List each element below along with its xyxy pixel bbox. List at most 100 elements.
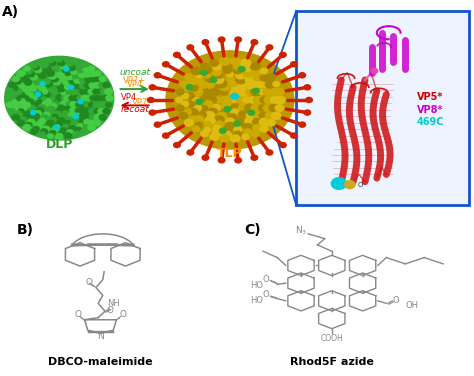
Circle shape	[45, 92, 51, 97]
Circle shape	[70, 122, 78, 127]
Circle shape	[94, 109, 101, 114]
Circle shape	[47, 71, 55, 76]
Circle shape	[49, 73, 56, 79]
Circle shape	[238, 67, 245, 71]
Circle shape	[345, 180, 355, 189]
Text: N: N	[97, 332, 104, 341]
Text: VP7+: VP7+	[123, 76, 146, 85]
Circle shape	[89, 71, 96, 77]
Circle shape	[27, 83, 34, 88]
Circle shape	[33, 65, 39, 70]
Circle shape	[41, 102, 48, 107]
Circle shape	[22, 115, 28, 120]
Circle shape	[231, 97, 240, 103]
Circle shape	[253, 75, 260, 80]
Circle shape	[199, 112, 206, 118]
Circle shape	[39, 60, 45, 64]
Circle shape	[28, 119, 35, 124]
Circle shape	[199, 88, 209, 96]
Circle shape	[26, 123, 32, 127]
Circle shape	[74, 127, 82, 133]
Circle shape	[204, 127, 211, 132]
Circle shape	[58, 86, 65, 92]
Circle shape	[47, 58, 54, 63]
Circle shape	[44, 99, 51, 105]
Circle shape	[64, 85, 71, 89]
Circle shape	[67, 62, 73, 66]
Circle shape	[71, 69, 77, 74]
Circle shape	[291, 133, 297, 138]
Circle shape	[22, 77, 29, 82]
Circle shape	[231, 109, 239, 116]
Text: VP4: VP4	[121, 93, 137, 102]
Circle shape	[195, 78, 203, 84]
Circle shape	[196, 99, 202, 104]
Circle shape	[14, 96, 21, 101]
Circle shape	[176, 105, 184, 111]
Circle shape	[275, 105, 284, 111]
Circle shape	[83, 125, 89, 129]
Text: $\rm N_3$: $\rm N_3$	[295, 225, 307, 237]
Circle shape	[47, 95, 55, 101]
Circle shape	[36, 70, 45, 76]
Circle shape	[24, 66, 30, 71]
Text: VP4: VP4	[127, 80, 143, 89]
Circle shape	[15, 102, 22, 108]
Text: OH: OH	[405, 302, 418, 310]
Circle shape	[184, 85, 191, 91]
Circle shape	[46, 109, 52, 115]
Circle shape	[9, 82, 16, 88]
Circle shape	[222, 100, 232, 108]
Circle shape	[192, 126, 200, 132]
Circle shape	[213, 89, 220, 95]
Circle shape	[236, 72, 245, 79]
Circle shape	[88, 125, 95, 130]
Circle shape	[70, 102, 77, 108]
Circle shape	[173, 52, 180, 58]
Text: DBCO-maleimide: DBCO-maleimide	[48, 356, 153, 367]
Circle shape	[33, 126, 39, 131]
Circle shape	[66, 102, 72, 106]
Circle shape	[228, 114, 237, 120]
Text: C): C)	[244, 223, 261, 237]
Circle shape	[219, 37, 225, 42]
Circle shape	[53, 98, 61, 104]
Circle shape	[54, 125, 60, 129]
Circle shape	[260, 68, 267, 74]
Circle shape	[251, 155, 258, 160]
Circle shape	[254, 112, 261, 118]
Circle shape	[217, 80, 227, 88]
Circle shape	[267, 120, 275, 126]
Circle shape	[306, 97, 312, 103]
Circle shape	[47, 106, 55, 112]
Circle shape	[54, 67, 60, 71]
Circle shape	[252, 81, 262, 88]
Circle shape	[215, 121, 224, 128]
Circle shape	[19, 117, 27, 123]
Circle shape	[70, 89, 77, 94]
Circle shape	[81, 96, 88, 101]
Circle shape	[99, 83, 105, 88]
Circle shape	[93, 96, 100, 101]
Circle shape	[36, 92, 42, 97]
Circle shape	[58, 73, 65, 79]
Circle shape	[70, 84, 76, 88]
Circle shape	[84, 82, 92, 88]
Text: O: O	[392, 296, 399, 305]
Circle shape	[31, 129, 37, 134]
Circle shape	[154, 122, 161, 127]
Circle shape	[23, 96, 29, 100]
Circle shape	[62, 111, 69, 116]
Circle shape	[97, 89, 103, 94]
Circle shape	[182, 102, 189, 106]
Circle shape	[32, 113, 39, 119]
Circle shape	[206, 76, 214, 82]
Circle shape	[253, 88, 259, 93]
Circle shape	[260, 74, 269, 81]
Circle shape	[265, 112, 275, 119]
Circle shape	[43, 126, 50, 131]
Circle shape	[75, 108, 82, 113]
Circle shape	[190, 109, 198, 115]
Text: recoat: recoat	[120, 105, 149, 114]
Circle shape	[74, 113, 81, 118]
